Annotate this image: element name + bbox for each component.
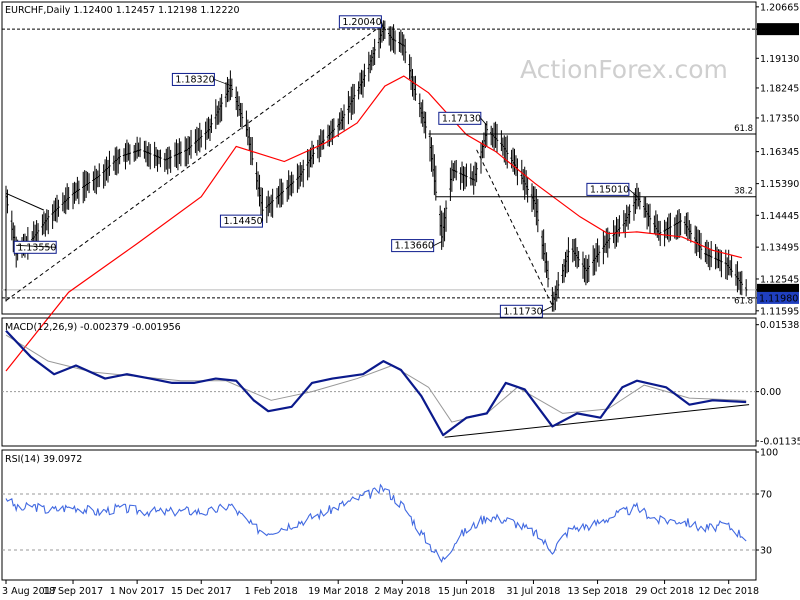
level-label: 1.15010	[590, 184, 629, 195]
date-tick-label: 31 Jul 2018	[507, 586, 561, 597]
level-label-pointer	[380, 21, 384, 28]
level-label: 1.20040	[342, 17, 381, 28]
macd-signal-line	[5, 334, 747, 423]
trendline	[476, 149, 553, 306]
level-label-pointer	[214, 79, 231, 86]
date-tick-label: 15 Jun 2018	[438, 586, 495, 597]
price-tick-label: 1.11595	[760, 306, 799, 317]
price-tick-label: 1.12545	[760, 274, 799, 285]
price-panel-header: EURCHF,Daily 1.12400 1.12457 1.12198 1.1…	[5, 5, 240, 16]
rsi-lines	[5, 483, 747, 564]
macd-tick-label: 0.015385	[760, 320, 800, 331]
date-tick-label: 2 May 2018	[374, 586, 430, 597]
level-label: 1.18320	[175, 74, 214, 85]
rsi-tick-label: 70	[760, 490, 772, 501]
date-tick-label: 18 Sep 2017	[43, 586, 103, 597]
price-tick-label: 1.19130	[760, 54, 799, 65]
price-tick-label: 1.14445	[760, 211, 799, 222]
date-tick-label: 29 Oct 2018	[635, 586, 694, 597]
level-label-pointer	[433, 241, 442, 246]
date-tick-label: 19 Mar 2018	[308, 586, 368, 597]
macd-trendline-segment	[444, 404, 750, 438]
fib-label: 38.2	[734, 187, 753, 197]
macd-tick-label: -0.011352	[760, 437, 800, 448]
macd-lines	[5, 329, 747, 437]
date-tick-label: 12 Dec 2018	[698, 586, 759, 597]
macd-panel-header: MACD(12,26,9) -0.002379 -0.001956	[5, 322, 181, 333]
rsi-panel-frame	[1, 449, 757, 581]
macd-axis-ticks: 0.015385 0.00 -0.011352	[756, 320, 800, 448]
rsi-tick-label: 100	[760, 448, 778, 459]
price-bars	[4, 20, 748, 312]
level-label: 1.14450	[223, 216, 262, 227]
macd-panel-frame	[1, 317, 757, 447]
level-label-pointer	[480, 118, 488, 126]
swing-level-labels: 1.20040 1.18320 1.17130 1.15010 1.14450 1.136…	[13, 15, 638, 318]
macd-tick-label: 0.00	[760, 387, 781, 398]
level-label: 1.13550	[17, 242, 56, 253]
level-label-pointer	[542, 305, 553, 312]
fibonacci-labels: 61.8 38.2 61.8	[428, 124, 756, 307]
price-marker-box	[757, 291, 799, 304]
watermark: ActionForex.com	[520, 55, 728, 84]
moving-average-line	[5, 75, 742, 372]
level-label-pointer	[628, 189, 638, 197]
price-tick-label: 1.13495	[760, 243, 799, 254]
price-tick-label: 1.20665	[760, 2, 799, 13]
macd-trendline	[444, 404, 750, 438]
fib-label: 61.8	[734, 297, 753, 307]
date-tick-label: 1 Feb 2018	[245, 586, 298, 597]
price-marker-label: 1.11980	[759, 293, 798, 304]
rsi-level-lines	[2, 493, 756, 551]
trendline	[5, 192, 45, 211]
rsi-line	[5, 483, 747, 564]
date-tick-label: 13 Sep 2018	[567, 586, 627, 597]
rsi-axis-ticks: 100 70 30	[756, 448, 778, 557]
level-label: 1.11730	[503, 306, 542, 317]
fib-label: 61.8	[734, 124, 753, 134]
price-marker-label: 1.12220	[759, 285, 798, 296]
level-label: 1.17130	[442, 113, 481, 124]
price-tick-label: 1.17350	[760, 113, 799, 124]
price-panel-frame	[1, 1, 757, 315]
level-label: 1.13660	[395, 241, 434, 252]
rsi-tick-label: 30	[760, 546, 772, 557]
macd-main-line	[5, 329, 747, 437]
trendline	[5, 23, 384, 301]
level-label-pointer	[16, 244, 57, 248]
price-tick-label: 1.18245	[760, 83, 799, 94]
price-tick-label: 1.15390	[760, 179, 799, 190]
price-marker-label: 1.20000	[759, 25, 798, 36]
price-axis-ticks: 1.20665 1.20000 1.19130 1.18245 1.17350 1.163…	[756, 2, 799, 317]
rsi-panel-header: RSI(14) 39.0972	[5, 454, 82, 465]
date-tick-label: 1 Nov 2017	[110, 586, 165, 597]
price-tick-label: 1.16345	[760, 147, 799, 158]
date-tick-label: 15 Dec 2017	[171, 586, 232, 597]
price-marker-box	[757, 23, 799, 36]
price-trendlines	[5, 23, 553, 306]
date-tick-label: 3 Aug 2017	[2, 586, 57, 597]
